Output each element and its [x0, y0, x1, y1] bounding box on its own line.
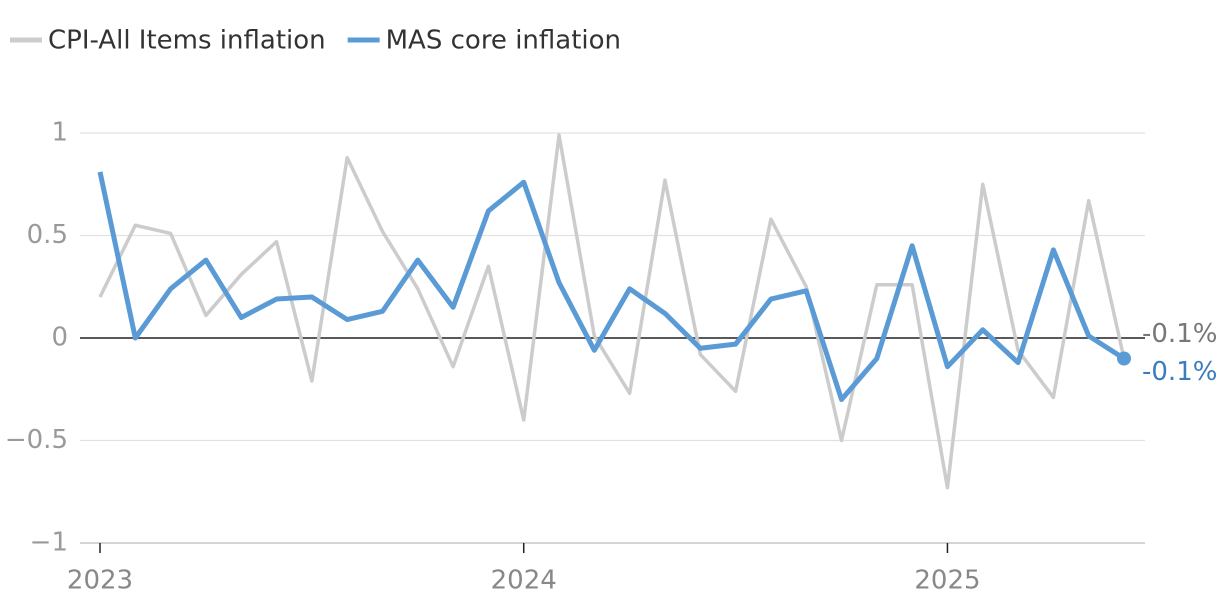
legend-label: CPI-All Items inflation: [48, 26, 326, 56]
x-tick-label: 2024: [491, 566, 557, 596]
y-tick-label: −0.5: [5, 425, 68, 455]
x-tick-label: 2025: [914, 566, 980, 596]
end-dot: [1117, 351, 1131, 366]
end-label: -0.1%: [1142, 357, 1217, 387]
series-line: [97, 171, 1126, 402]
y-tick-label: 0: [51, 323, 68, 353]
series-line: [98, 133, 1126, 490]
end-label: -0.1%: [1142, 319, 1217, 349]
y-tick-label: 1: [51, 118, 68, 148]
y-tick-label: 0.5: [27, 220, 68, 250]
x-tick-label: 2023: [67, 566, 133, 596]
legend-label: MAS core inflation: [386, 26, 621, 56]
y-tick-label: −1: [30, 528, 68, 558]
